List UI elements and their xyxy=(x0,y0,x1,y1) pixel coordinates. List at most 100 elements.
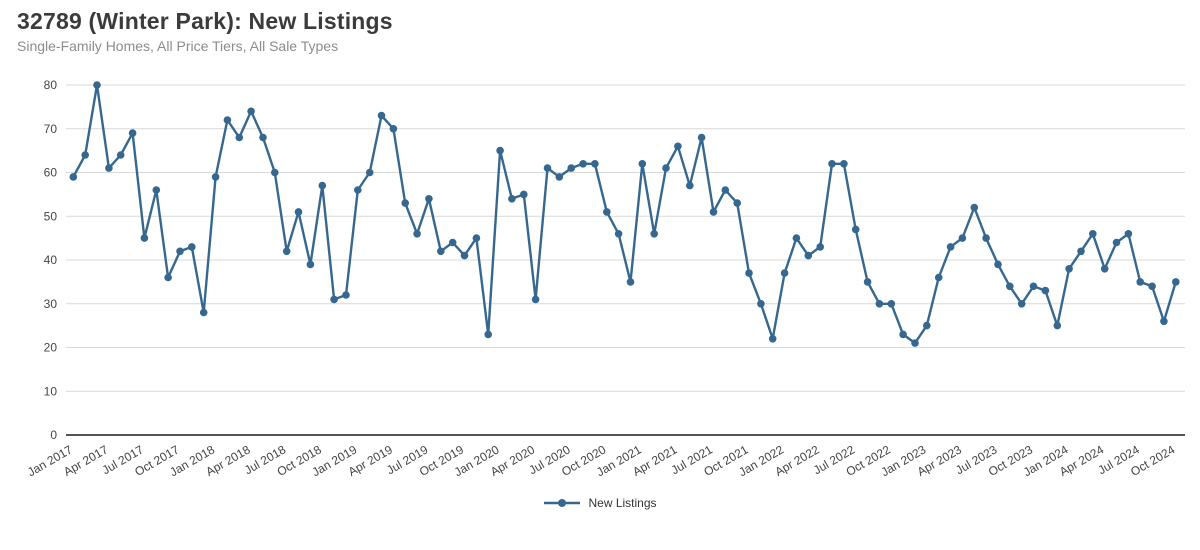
data-point xyxy=(1148,282,1156,291)
data-point xyxy=(437,247,445,256)
data-point xyxy=(875,300,884,308)
data-point xyxy=(354,186,362,194)
y-tick-label: 30 xyxy=(44,297,58,311)
data-point xyxy=(816,243,824,251)
series-line xyxy=(72,83,1178,345)
data-point xyxy=(543,164,552,172)
data-point xyxy=(377,111,386,120)
data-point xyxy=(496,146,504,155)
data-point xyxy=(1100,265,1109,273)
data-point xyxy=(413,230,421,238)
data-point xyxy=(1065,265,1073,273)
data-point xyxy=(674,142,682,151)
data-point xyxy=(365,168,374,177)
y-tick-label: 60 xyxy=(44,166,58,180)
data-point xyxy=(851,225,860,234)
data-point xyxy=(721,186,730,194)
legend[interactable]: New Listings xyxy=(0,496,1200,510)
data-point xyxy=(780,269,789,277)
data-point xyxy=(709,208,718,216)
data-point xyxy=(69,173,78,181)
y-tick-label: 70 xyxy=(44,122,58,136)
data-point xyxy=(614,230,623,238)
data-point xyxy=(247,107,255,116)
data-point xyxy=(863,278,872,286)
data-point xyxy=(804,251,813,260)
data-point xyxy=(1112,238,1121,247)
data-point xyxy=(1136,278,1144,286)
data-point xyxy=(330,295,338,304)
data-point xyxy=(887,300,896,308)
data-point xyxy=(448,238,457,247)
data-point xyxy=(792,234,801,242)
data-point xyxy=(982,234,990,242)
data-point xyxy=(840,160,848,168)
data-point xyxy=(425,195,433,203)
data-point xyxy=(389,125,398,133)
data-point xyxy=(271,168,279,177)
data-point xyxy=(1160,317,1168,326)
data-point xyxy=(934,273,943,282)
data-point xyxy=(1172,278,1180,286)
data-point xyxy=(484,330,493,339)
data-point xyxy=(460,251,469,260)
data-point xyxy=(745,269,753,277)
data-point xyxy=(235,133,244,142)
y-tick-label: 40 xyxy=(44,253,58,267)
data-point xyxy=(1124,230,1133,238)
y-tick-label: 50 xyxy=(44,209,58,223)
page-title: 32789 (Winter Park): New Listings xyxy=(17,8,393,34)
data-point xyxy=(306,260,315,269)
data-point xyxy=(342,291,350,299)
data-point xyxy=(1077,247,1085,256)
legend-line-marker-icon xyxy=(543,497,581,509)
data-point xyxy=(176,247,184,256)
data-point xyxy=(259,133,267,142)
data-point xyxy=(994,260,1002,269)
data-point xyxy=(579,160,587,168)
data-point xyxy=(733,199,741,207)
data-point xyxy=(650,230,658,238)
data-point xyxy=(697,133,706,142)
chart-header: 32789 (Winter Park): New Listings Single… xyxy=(17,8,393,54)
legend-label: New Listings xyxy=(588,496,657,510)
data-point xyxy=(591,160,599,168)
data-point xyxy=(757,300,765,308)
data-point xyxy=(140,234,149,242)
data-point xyxy=(1041,286,1050,295)
y-tick-label: 0 xyxy=(50,428,57,442)
data-point xyxy=(164,273,172,282)
data-point xyxy=(282,247,291,256)
data-point xyxy=(508,195,516,203)
data-point xyxy=(1053,321,1062,330)
data-point xyxy=(1089,230,1097,238)
data-point xyxy=(638,160,647,168)
data-point xyxy=(152,186,161,194)
data-point xyxy=(970,203,979,212)
data-point xyxy=(1029,282,1038,291)
data-point xyxy=(81,151,89,159)
data-point xyxy=(567,164,575,172)
y-tick-label: 10 xyxy=(44,384,58,398)
data-point xyxy=(472,234,481,242)
data-point xyxy=(294,208,303,216)
data-point xyxy=(1006,282,1014,291)
data-point xyxy=(923,321,931,330)
y-tick-label: 80 xyxy=(44,78,58,92)
data-point xyxy=(211,173,220,181)
data-point xyxy=(199,308,208,317)
data-point xyxy=(958,234,967,242)
data-point xyxy=(223,116,232,124)
data-point xyxy=(603,208,611,216)
data-point xyxy=(93,81,101,89)
data-point xyxy=(946,243,955,251)
data-point xyxy=(116,151,125,159)
data-point xyxy=(318,181,327,190)
data-point xyxy=(105,164,113,172)
data-point xyxy=(686,181,694,190)
data-point xyxy=(626,278,635,286)
data-point xyxy=(555,173,564,181)
data-point xyxy=(520,190,528,199)
